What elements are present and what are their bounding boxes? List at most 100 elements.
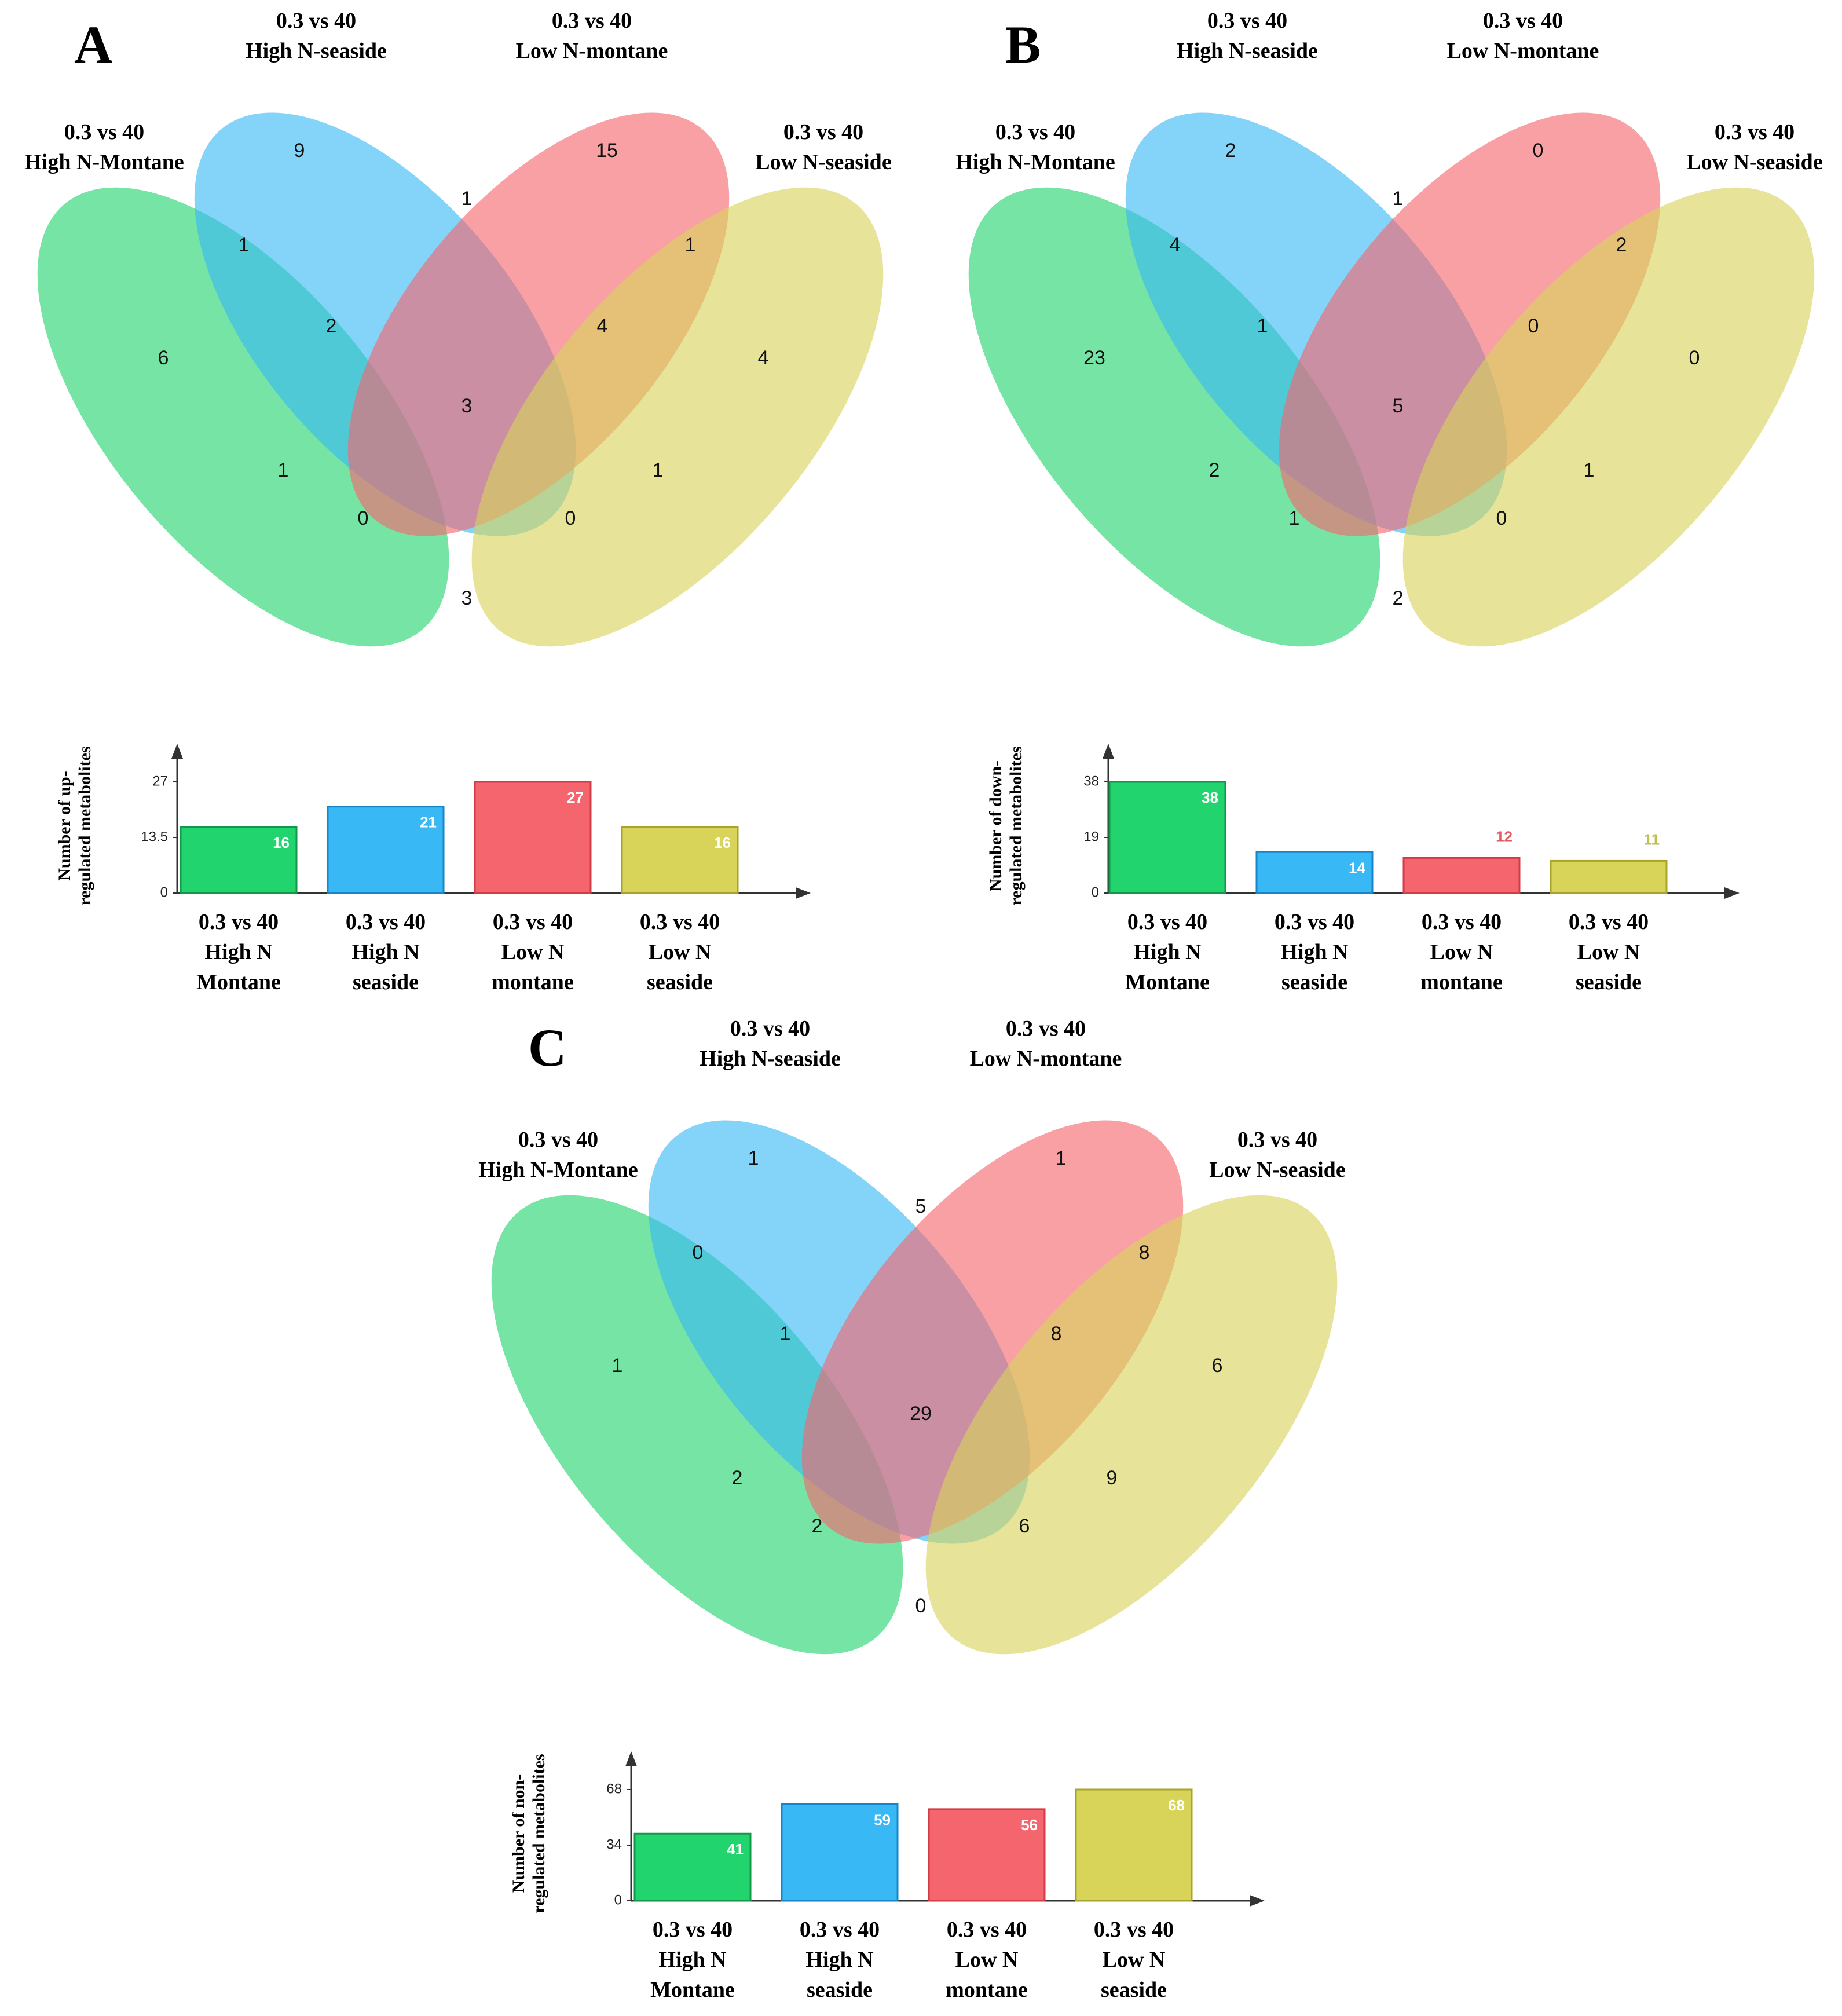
bar-b-0 <box>1108 781 1226 894</box>
bar-c-2 <box>928 1808 1046 1902</box>
venn-count-gby: 6 <box>1019 1515 1030 1537</box>
bar-chart-b: 0 19 38 Number of down-regulated metabolite… <box>986 744 1740 994</box>
y-axis-arrow-c <box>625 1751 637 1766</box>
category-label-line2-b-0: High N <box>1133 940 1201 964</box>
bar-value-label-c-1: 59 <box>874 1811 891 1828</box>
venn-count-bry: 8 <box>1051 1323 1062 1345</box>
venn-set-label-line1-high-n-seaside: 0.3 vs 40 <box>276 9 356 33</box>
category-label-line2-a-1: High N <box>351 940 419 964</box>
venn-count-b-only: 2 <box>1225 140 1236 162</box>
bar-a-2 <box>474 781 592 894</box>
venn-count-b-only: 9 <box>294 140 305 162</box>
venn-count-gry: 0 <box>358 507 369 529</box>
category-label-line2-b-2: Low N <box>1430 940 1493 964</box>
venn-ellipse-low-n-seaside <box>471 187 884 647</box>
y-axis-label-line2-b: regulated metabolites <box>1006 746 1026 905</box>
venn-count-br: 1 <box>462 188 473 210</box>
y-axis-label-line1-b: Number of down- <box>986 760 1005 891</box>
venn-count-g-only: 23 <box>1083 347 1105 369</box>
venn-count-by: 9 <box>1107 1467 1118 1489</box>
venn-count-by: 1 <box>1584 459 1595 481</box>
venn-set-label-line2-low-n-seaside: Low N-seaside <box>755 150 891 174</box>
venn-set-label-line1-low-n-seaside: 0.3 vs 40 <box>783 120 863 144</box>
category-label-line2-b-3: Low N <box>1577 940 1640 964</box>
bar-a-0 <box>180 826 298 894</box>
y-tick-label-a-0: 0 <box>160 884 168 900</box>
bar-value-label-b-1: 14 <box>1349 859 1365 876</box>
category-label-line1-c-2: 0.3 vs 40 <box>947 1918 1027 1942</box>
bar-b-2 <box>1402 857 1521 894</box>
bar-value-label-c-2: 56 <box>1021 1816 1038 1834</box>
panel-letter-a: A <box>74 15 112 74</box>
category-label-line1-a-2: 0.3 vs 40 <box>493 910 573 934</box>
x-axis-arrow-b <box>1724 887 1740 899</box>
venn-ellipse-high-n-montane <box>491 1195 903 1655</box>
venn-count-gr: 2 <box>732 1467 743 1489</box>
category-label-line2-a-0: High N <box>204 940 272 964</box>
bar-value-label-a-3: 16 <box>714 834 731 851</box>
y-tick-label-a-2: 27 <box>152 773 168 789</box>
category-label-line3-b-0: Montane <box>1125 970 1210 994</box>
venn-ellipse-low-n-montane <box>1279 112 1661 536</box>
venn-set-label-line1-low-n-seaside: 0.3 vs 40 <box>1237 1128 1317 1152</box>
category-label-line1-b-2: 0.3 vs 40 <box>1422 910 1502 934</box>
venn-ellipse-low-n-seaside <box>1402 187 1815 647</box>
venn-set-label-line2-high-n-seaside: High N-seaside <box>700 1047 841 1071</box>
venn-count-gr: 1 <box>278 459 289 481</box>
bar-a-1 <box>327 806 445 894</box>
bar-chart-c: 0 34 68 Number of non-regulated metabolites… <box>509 1751 1265 2002</box>
venn-count-by: 1 <box>653 459 664 481</box>
venn-count-gb: 4 <box>1170 234 1181 256</box>
venn-count-bry: 4 <box>597 315 608 337</box>
venn-set-label-line1-high-n-montane: 0.3 vs 40 <box>64 120 144 144</box>
x-axis-arrow-c <box>1250 1895 1265 1907</box>
x-axis-arrow-a <box>796 887 811 899</box>
venn-count-gb: 0 <box>693 1242 704 1264</box>
venn-count-b-only: 1 <box>748 1147 759 1169</box>
bar-value-label-a-1: 21 <box>420 814 437 831</box>
y-tick-label-b-1: 19 <box>1083 829 1099 844</box>
category-label-line1-b-0: 0.3 vs 40 <box>1127 910 1207 934</box>
bar-c-0 <box>633 1832 752 1902</box>
category-label-line2-a-2: Low N <box>501 940 565 964</box>
y-axis-arrow-a <box>171 744 183 759</box>
venn-count-gy: 0 <box>915 1595 927 1617</box>
venn-set-label-line1-low-n-montane: 0.3 vs 40 <box>552 9 632 33</box>
bar-c-1 <box>781 1803 899 1902</box>
category-label-line3-b-1: seaside <box>1281 970 1347 994</box>
y-tick-label-a-1: 13.5 <box>141 829 168 844</box>
venn-count-gr: 2 <box>1209 459 1220 481</box>
venn-count-gbr: 1 <box>780 1323 791 1345</box>
category-label-line1-a-0: 0.3 vs 40 <box>199 910 279 934</box>
venn-ellipse-high-n-montane <box>37 187 449 647</box>
venn-set-label-line1-high-n-seaside: 0.3 vs 40 <box>730 1016 810 1041</box>
category-label-line3-a-2: montane <box>492 970 573 994</box>
venn-count-y-only: 4 <box>758 347 769 369</box>
bar-value-label-b-0: 38 <box>1202 789 1218 806</box>
venn-set-label-line2-high-n-montane: High N-Montane <box>478 1158 638 1182</box>
venn-count-gby: 0 <box>565 507 576 529</box>
category-label-line3-a-0: Montane <box>196 970 281 994</box>
venn-count-y-only: 6 <box>1212 1355 1223 1377</box>
category-label-line2-c-2: Low N <box>955 1948 1019 1972</box>
venn-count-gbr: 1 <box>1257 315 1268 337</box>
y-axis-label-line1-c: Number of non- <box>509 1774 528 1893</box>
category-label-line2-c-0: High N <box>658 1948 726 1972</box>
bar-a-3 <box>621 826 739 894</box>
venn-set-label-line1-high-n-montane: 0.3 vs 40 <box>518 1128 598 1152</box>
category-label-line3-c-0: Montane <box>650 1978 735 2002</box>
venn-count-y-only: 0 <box>1689 347 1700 369</box>
venn-panel-a: 0.3 vs 40 High N-Montane 0.3 vs 40 High N-s… <box>24 9 892 647</box>
y-tick-label-c-0: 0 <box>614 1892 622 1908</box>
venn-count-gbry: 3 <box>462 395 473 417</box>
venn-set-label-line2-high-n-seaside: High N-seaside <box>246 39 387 63</box>
category-label-line3-c-3: seaside <box>1101 1978 1167 2002</box>
bar-value-label-a-0: 16 <box>273 834 290 851</box>
venn-count-bry: 0 <box>1528 315 1539 337</box>
y-tick-label-c-1: 34 <box>606 1836 622 1852</box>
venn-set-label-line1-high-n-seaside: 0.3 vs 40 <box>1207 9 1287 33</box>
category-label-line2-c-1: High N <box>805 1948 873 1972</box>
venn-set-label-line2-low-n-montane: Low N-montane <box>1447 39 1599 63</box>
bar-value-label-b-3: 11 <box>1644 830 1660 848</box>
venn-set-label-line2-high-n-montane: High N-Montane <box>24 150 184 174</box>
